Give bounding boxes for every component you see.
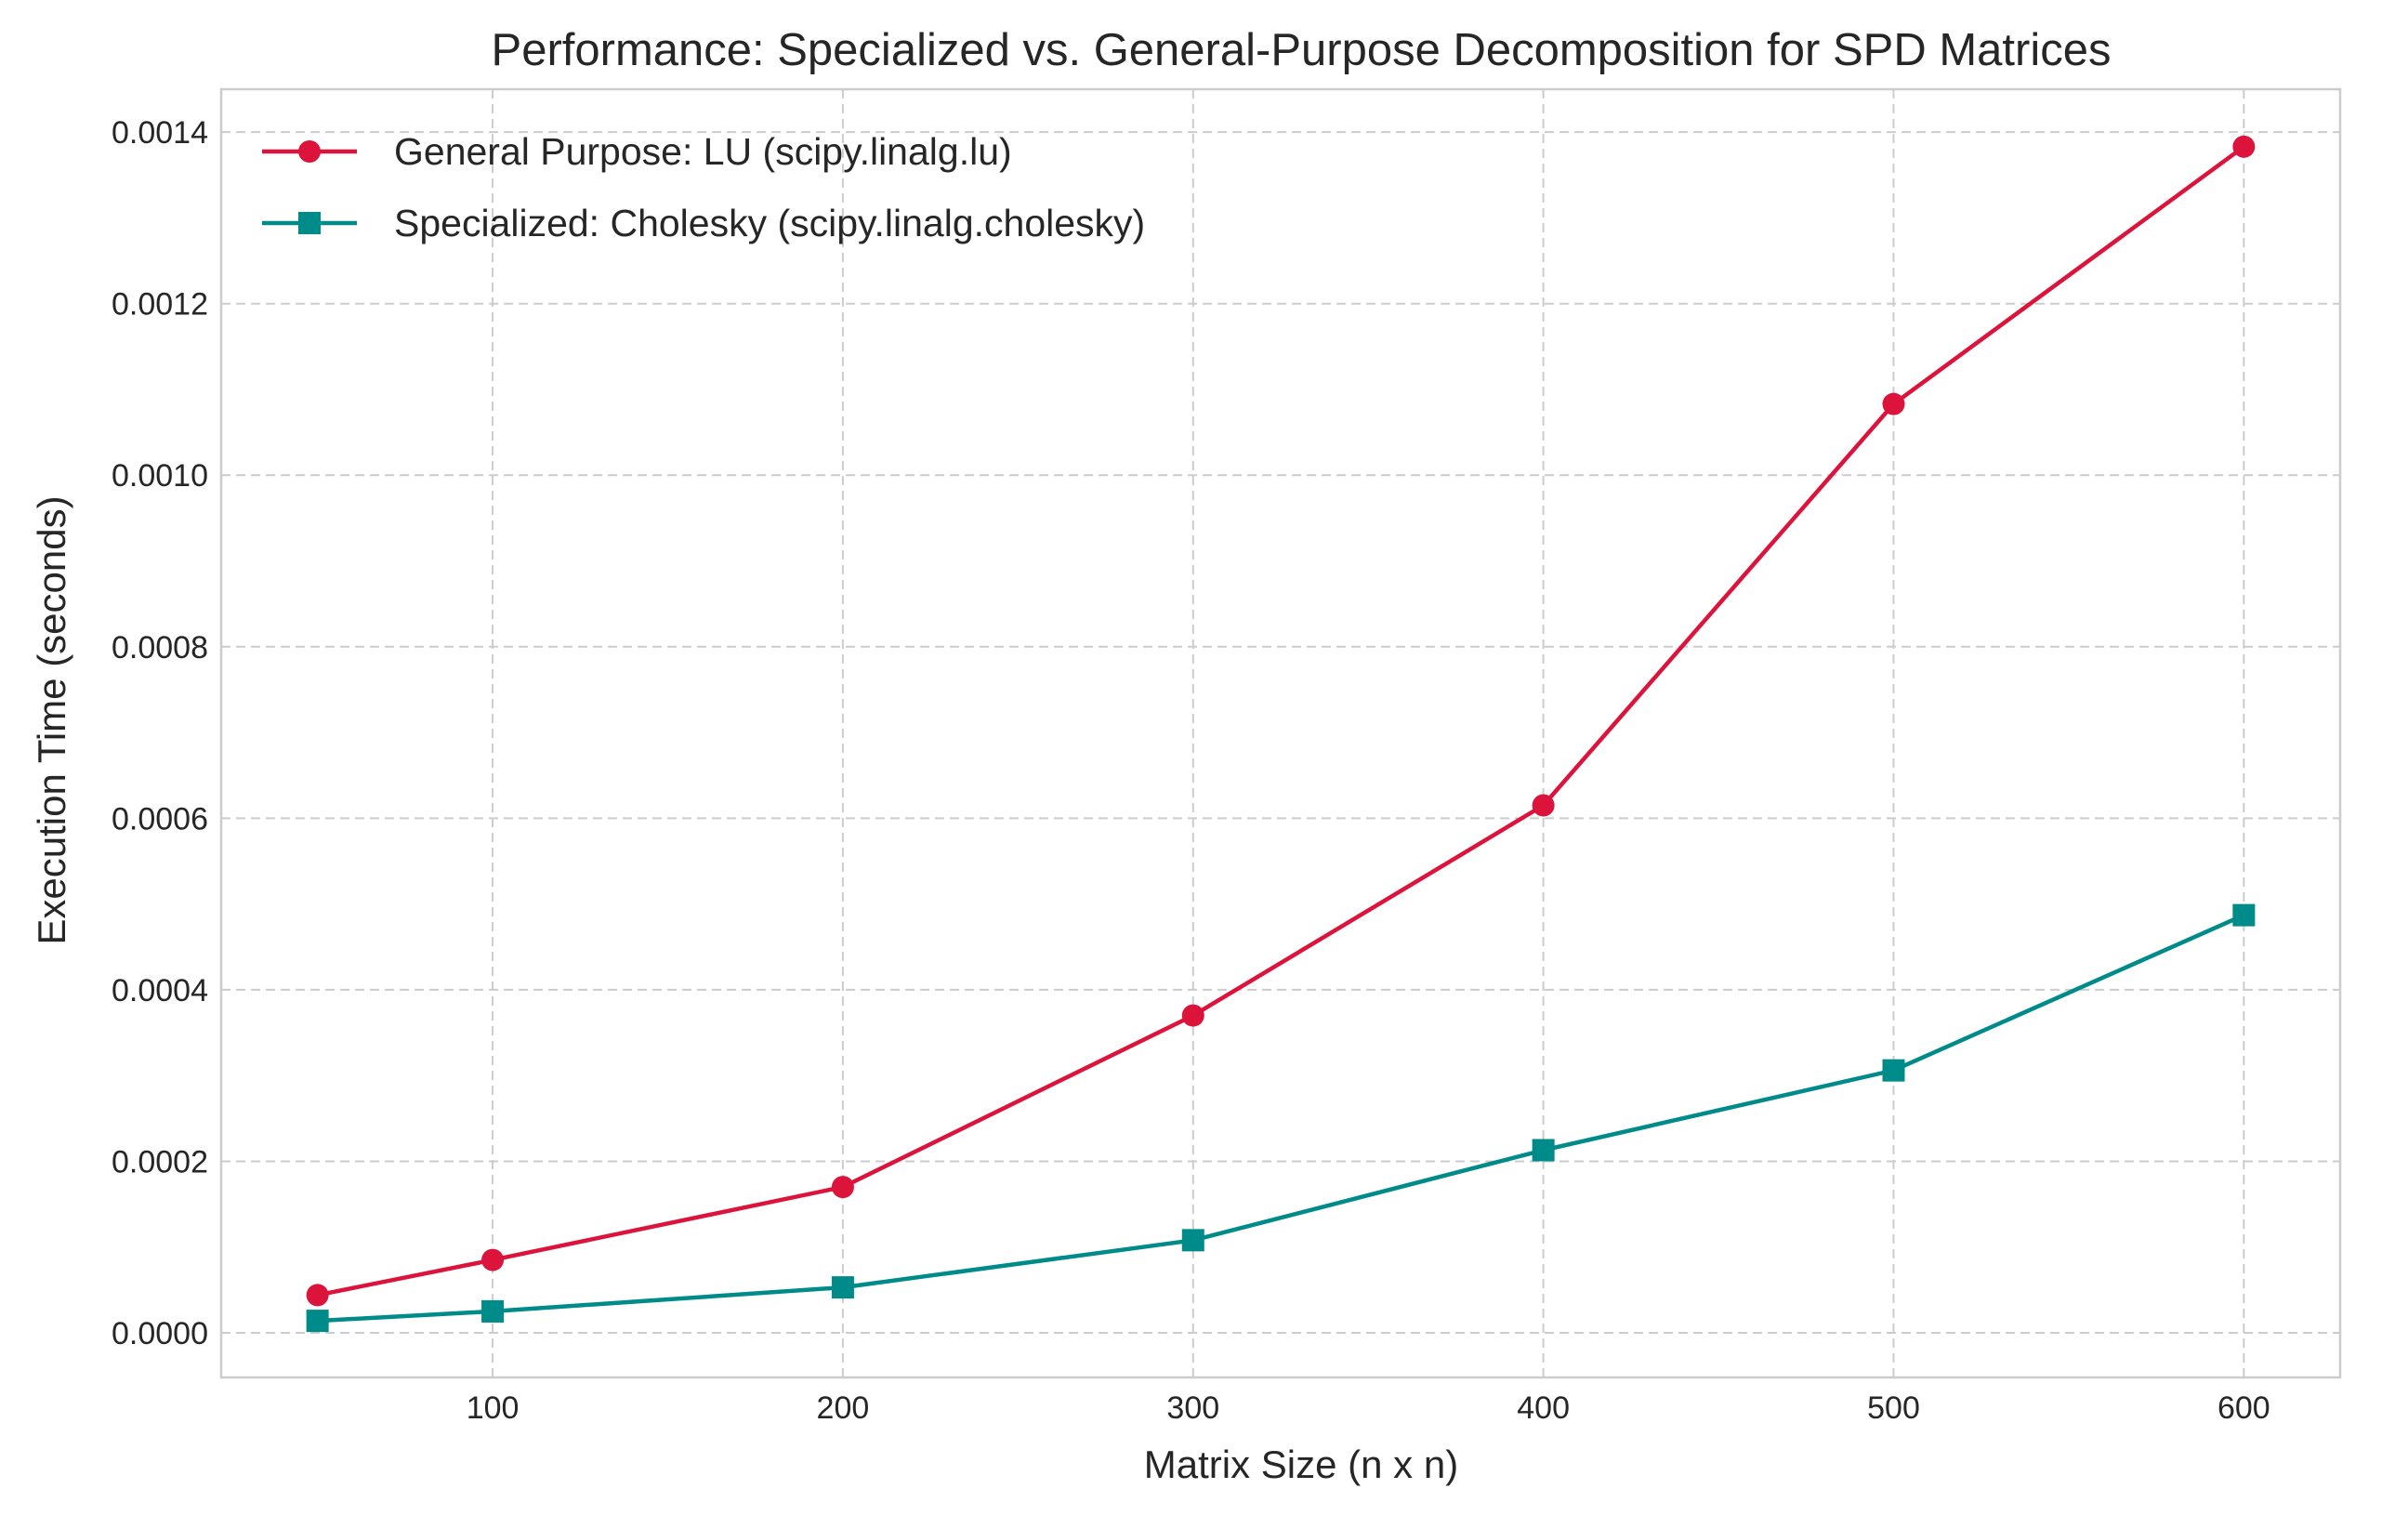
data-point: [2232, 903, 2256, 927]
x-tick-label: 600: [2217, 1390, 2270, 1426]
grid: [221, 89, 2340, 1377]
y-tick-label: 0.0002: [112, 1144, 208, 1179]
x-tick-label: 100: [467, 1390, 520, 1426]
legend-entry: Specialized: Cholesky (scipy.linalg.chol…: [262, 202, 1145, 244]
y-tick-label: 0.0014: [112, 115, 208, 151]
y-tick-label: 0.0000: [112, 1316, 208, 1351]
data-point: [1882, 392, 1905, 415]
data-point: [1882, 1059, 1905, 1082]
data-point: [481, 1299, 505, 1323]
legend: General Purpose: LU (scipy.linalg.lu) Spe…: [262, 130, 1145, 244]
data-point: [831, 1276, 854, 1299]
x-tick-label: 400: [1517, 1390, 1570, 1426]
data-point: [481, 1248, 505, 1271]
data-point: [1532, 794, 1555, 817]
legend-label: General Purpose: LU (scipy.linalg.lu): [394, 130, 1012, 173]
x-tick-label: 300: [1166, 1390, 1219, 1426]
data-point: [2232, 135, 2256, 158]
legend-marker: [298, 140, 321, 163]
x-axis-ticks: 100 200 300 400 500 600: [467, 1390, 2270, 1426]
legend-marker: [298, 212, 321, 234]
plot-frame: [219, 87, 2342, 1379]
x-axis-label: Matrix Size (n x n): [1144, 1443, 1458, 1486]
x-tick-label: 500: [1867, 1390, 1920, 1426]
chart-title: Performance: Specialized vs. General-Pur…: [492, 25, 2112, 75]
y-tick-label: 0.0008: [112, 630, 208, 665]
y-tick-label: 0.0006: [112, 801, 208, 837]
y-tick-label: 0.0004: [112, 973, 208, 1008]
series-1: [306, 135, 2256, 1307]
legend-label: Specialized: Cholesky (scipy.linalg.chol…: [394, 202, 1145, 244]
y-axis-ticks: 0.0000 0.0002 0.0004 0.0006 0.0008 0.0010 0.00…: [112, 115, 208, 1351]
data-point: [1181, 1004, 1204, 1027]
data-point: [831, 1176, 854, 1199]
x-tick-label: 200: [817, 1390, 870, 1426]
data-point: [1181, 1229, 1204, 1252]
y-tick-label: 0.0010: [112, 458, 208, 494]
data-point: [306, 1310, 329, 1333]
data-point: [1532, 1139, 1555, 1162]
y-axis-label: Execution Time (seconds): [30, 495, 73, 944]
data-point: [306, 1284, 329, 1307]
series-layer: [306, 135, 2256, 1333]
series-2: [306, 903, 2256, 1333]
y-tick-label: 0.0012: [112, 287, 208, 323]
legend-entry: General Purpose: LU (scipy.linalg.lu): [262, 130, 1012, 173]
